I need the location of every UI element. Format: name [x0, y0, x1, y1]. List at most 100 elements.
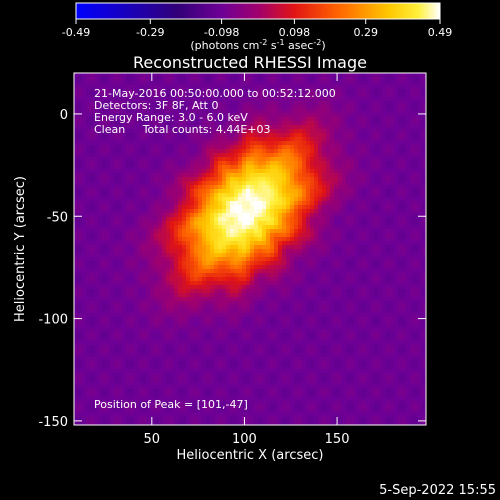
heatmap-cell [250, 237, 254, 241]
heatmap-cell [190, 209, 194, 213]
heatmap-cell [94, 97, 98, 101]
heatmap-cell [330, 265, 334, 269]
heatmap-cell [314, 157, 318, 161]
heatmap-cell [262, 161, 266, 165]
heatmap-cell [134, 193, 138, 197]
heatmap-cell [374, 177, 378, 181]
heatmap-cell [98, 221, 102, 225]
heatmap-cell [194, 181, 198, 185]
heatmap-cell [390, 133, 394, 137]
heatmap-cell [98, 237, 102, 241]
heatmap-cell [254, 157, 258, 161]
heatmap-cell [158, 257, 162, 261]
heatmap-cell [234, 221, 238, 225]
heatmap-cell [242, 205, 246, 209]
heatmap-cell [246, 193, 250, 197]
heatmap-cell [110, 129, 114, 133]
heatmap-cell [414, 177, 418, 181]
heatmap-cell [326, 293, 330, 297]
heatmap-cell [182, 241, 186, 245]
heatmap-cell [122, 93, 126, 97]
heatmap-cell [298, 117, 302, 121]
heatmap-cell [194, 201, 198, 205]
heatmap-cell [190, 181, 194, 185]
heatmap-cell [346, 229, 350, 233]
heatmap-cell [206, 285, 210, 289]
heatmap-cell [366, 117, 370, 121]
heatmap-cell [362, 289, 366, 293]
heatmap-cell [298, 285, 302, 289]
heatmap-cell [334, 181, 338, 185]
heatmap-cell [94, 253, 98, 257]
heatmap-cell [202, 89, 206, 93]
heatmap-cell [242, 265, 246, 269]
heatmap-cell [134, 185, 138, 189]
heatmap-cell [74, 209, 78, 213]
heatmap-cell [254, 209, 258, 213]
heatmap-cell [154, 149, 158, 153]
heatmap-cell [126, 289, 130, 293]
heatmap-cell [286, 205, 290, 209]
heatmap-cell [338, 217, 342, 221]
heatmap-cell [338, 273, 342, 277]
heatmap-cell [122, 293, 126, 297]
heatmap-cell [202, 253, 206, 257]
heatmap-cell [90, 189, 94, 193]
heatmap-cell [234, 153, 238, 157]
heatmap-cell [234, 269, 238, 273]
heatmap-cell [130, 217, 134, 221]
heatmap-cell [78, 73, 82, 77]
heatmap-cell [274, 257, 278, 261]
heatmap-cell [298, 193, 302, 197]
heatmap-cell [86, 125, 90, 129]
heatmap-cell [422, 261, 426, 265]
heatmap-cell [98, 117, 102, 121]
heatmap-cell [370, 165, 374, 169]
heatmap-cell [102, 189, 106, 193]
heatmap-cell [322, 197, 326, 201]
heatmap-cell [382, 269, 386, 273]
heatmap-cell [310, 201, 314, 205]
heatmap-cell [354, 181, 358, 185]
heatmap-cell [134, 249, 138, 253]
heatmap-cell [86, 85, 90, 89]
heatmap-cell [74, 113, 78, 117]
heatmap-cell [374, 277, 378, 281]
heatmap-cell [358, 149, 362, 153]
heatmap-cell [414, 117, 418, 121]
heatmap-cell [230, 201, 234, 205]
heatmap-cell [198, 153, 202, 157]
heatmap-cell [314, 133, 318, 137]
heatmap-cell [126, 77, 130, 81]
heatmap-cell [306, 133, 310, 137]
heatmap-cell [378, 121, 382, 125]
heatmap-cell [250, 73, 254, 77]
heatmap-cell [222, 193, 226, 197]
heatmap-cell [226, 257, 230, 261]
heatmap-cell [254, 109, 258, 113]
heatmap-cell [130, 93, 134, 97]
heatmap-cell [286, 153, 290, 157]
heatmap-cell [382, 209, 386, 213]
heatmap-cell [390, 281, 394, 285]
heatmap-cell [306, 237, 310, 241]
heatmap-cell [150, 145, 154, 149]
heatmap-cell [158, 281, 162, 285]
heatmap-cell [142, 109, 146, 113]
heatmap-cell [122, 121, 126, 125]
heatmap-cell [78, 149, 82, 153]
heatmap-cell [362, 173, 366, 177]
heatmap-cell [406, 153, 410, 157]
heatmap-cell [138, 177, 142, 181]
heatmap-cell [182, 265, 186, 269]
heatmap-cell [98, 101, 102, 105]
heatmap-cell [366, 229, 370, 233]
heatmap-cell [122, 161, 126, 165]
heatmap-cell [238, 249, 242, 253]
heatmap-cell [302, 265, 306, 269]
heatmap-cell [394, 189, 398, 193]
heatmap-cell [354, 245, 358, 249]
heatmap-cell [366, 245, 370, 249]
heatmap-cell [114, 233, 118, 237]
heatmap-cell [250, 289, 254, 293]
